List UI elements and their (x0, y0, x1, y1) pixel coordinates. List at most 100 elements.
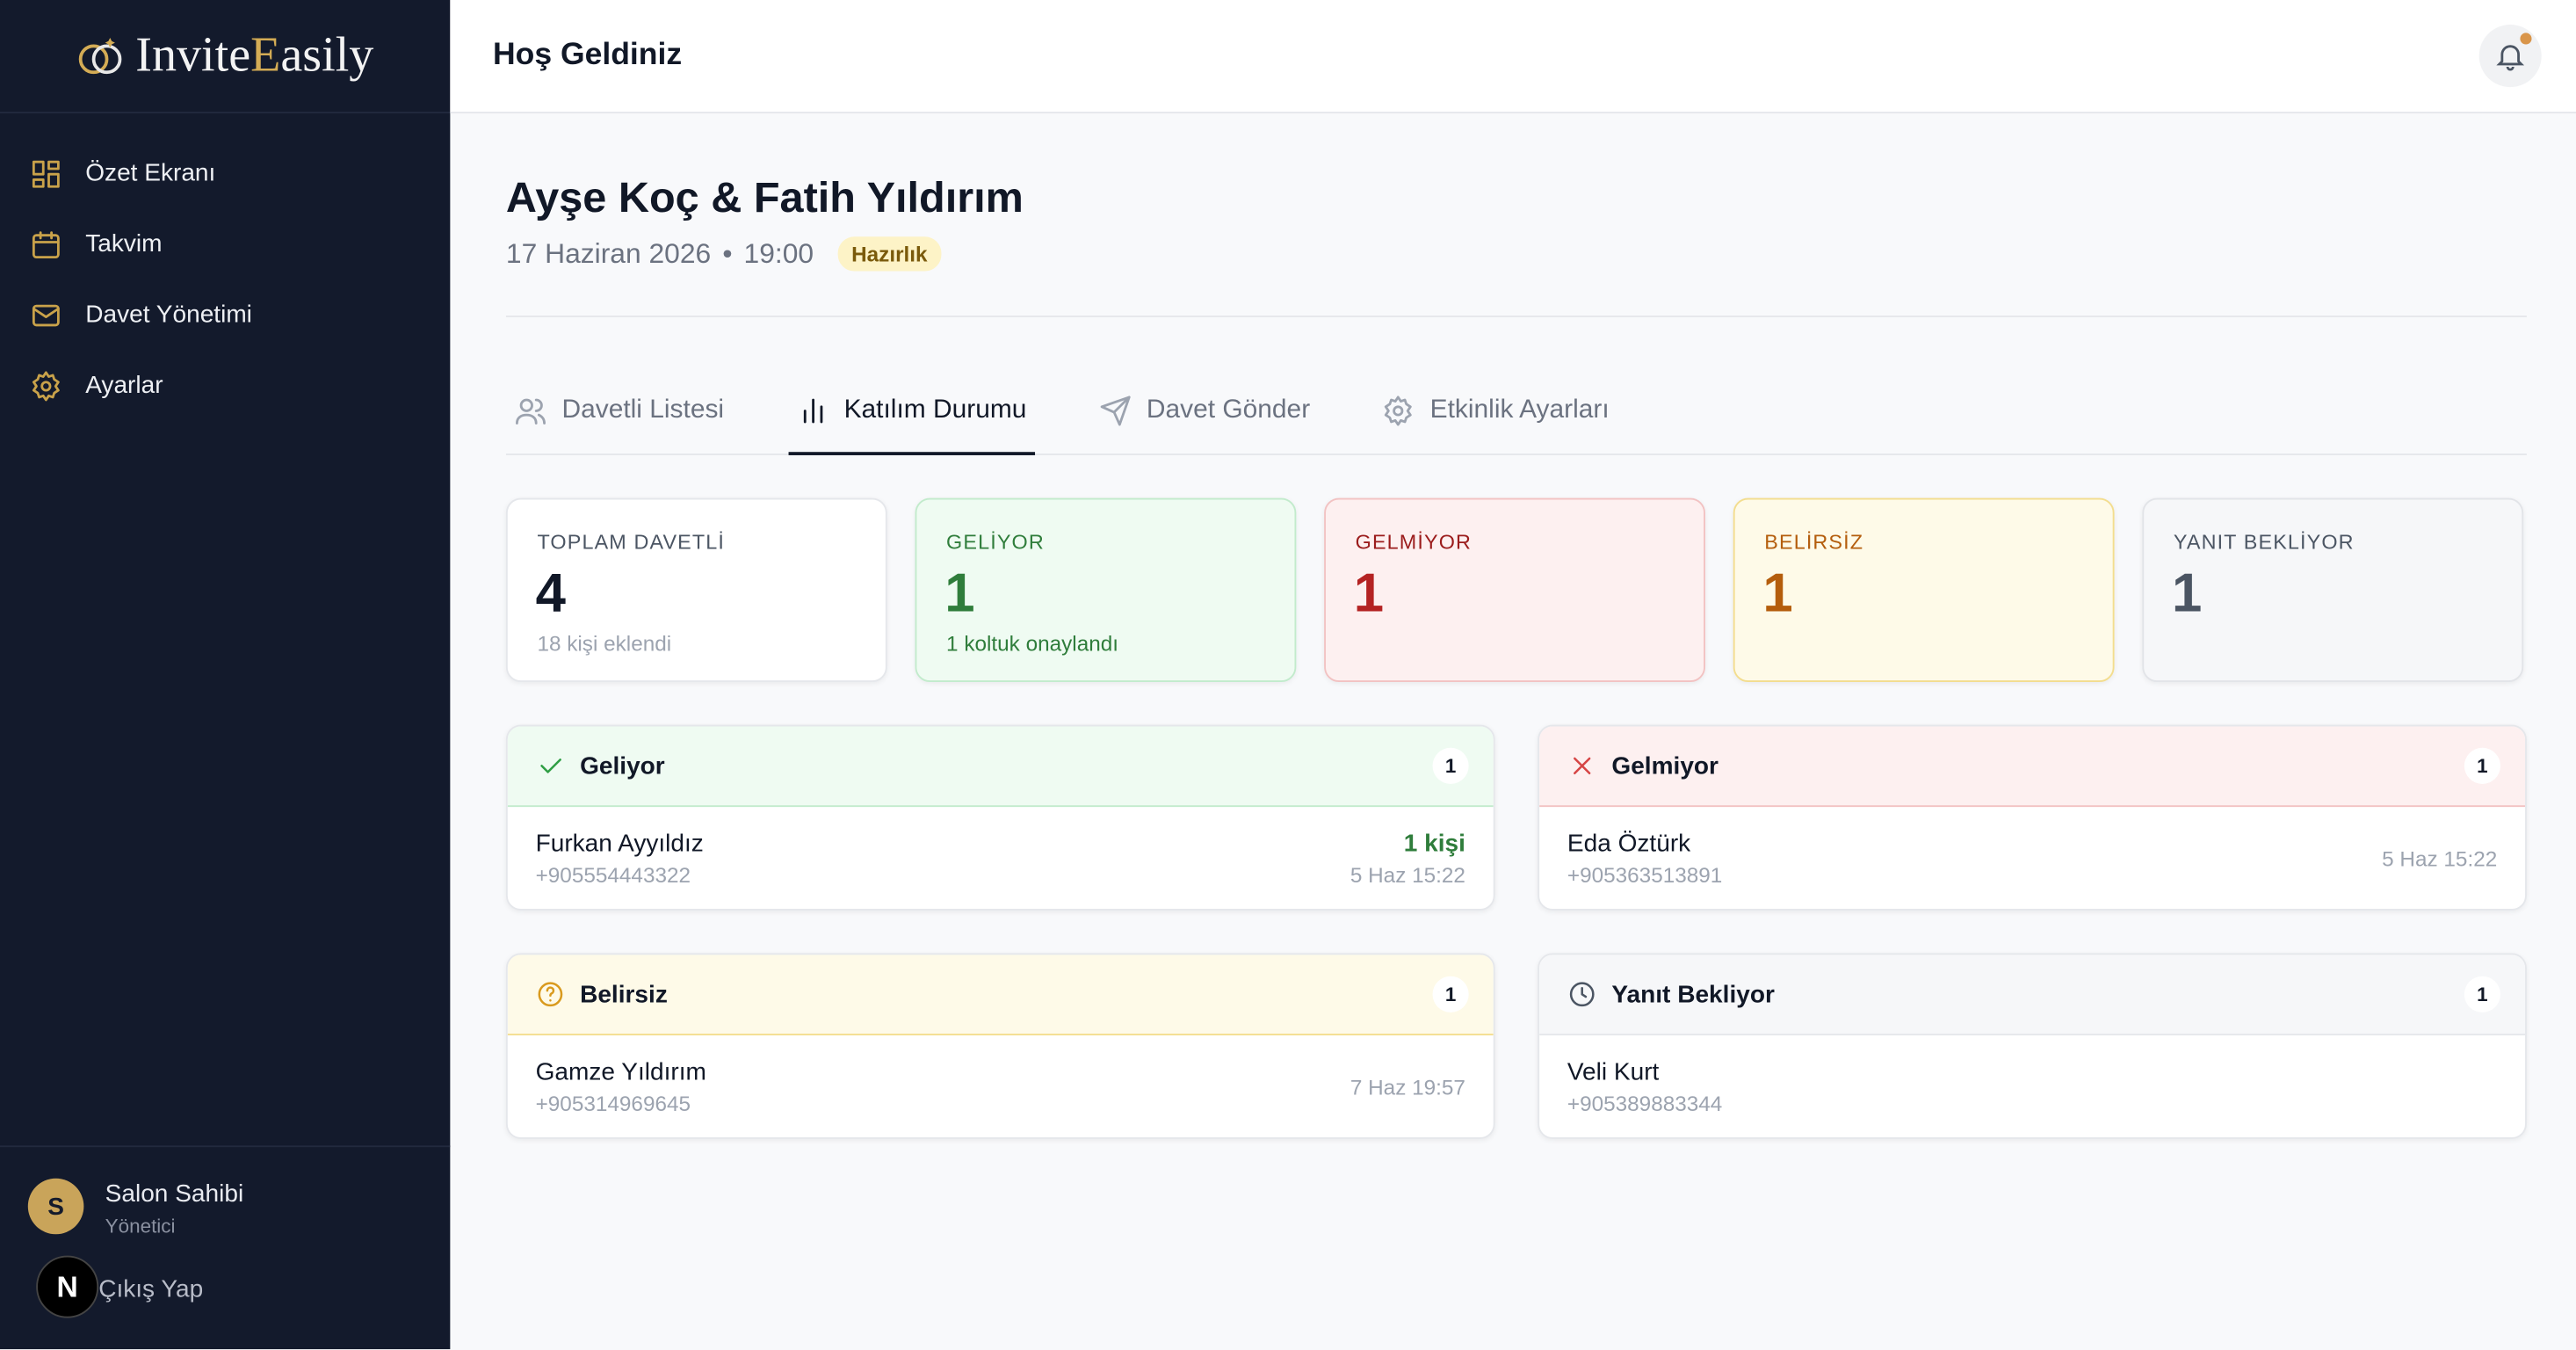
stat-label: BELİRSİZ (1764, 530, 1864, 555)
brand-logo (77, 38, 121, 75)
stat-label: TOPLAM DAVETLİ (537, 530, 726, 555)
icon (1100, 396, 1131, 426)
nav-label: Özet Ekranı (85, 159, 216, 188)
group-panel: Belirsiz 1 Gamze Yıldırım +905314969645 7 Ha… (505, 953, 1495, 1139)
stat-note: 1 koltuk onaylandı (946, 631, 1119, 657)
brand: InviteEasily (0, 0, 451, 114)
tab[interactable]: Davet Gönder (1090, 370, 1318, 455)
guest-row: Furkan Ayyıldız +905554443322 1 kişi 5 Haz … (508, 807, 1494, 909)
nav-item[interactable]: Davet Yönetimi (0, 279, 450, 350)
group-title: Yanıt Bekliyor (1611, 980, 1775, 1009)
group-count: 1 (2464, 747, 2500, 784)
guest-time: 7 Haz 19:57 (1350, 1074, 1465, 1100)
nav-item[interactable]: Takvim (0, 208, 450, 279)
tab[interactable]: Etkinlik Ayarları (1374, 370, 1617, 455)
divider (505, 316, 2527, 317)
guest-phone: +905554443322 (535, 862, 691, 888)
logout[interactable]: Çıkış Yap (98, 1275, 204, 1304)
guest-phone: +905389883344 (1567, 1091, 1723, 1116)
icon (32, 370, 60, 401)
brand-name: InviteEasily (135, 28, 373, 84)
avatar: S (27, 1179, 84, 1236)
stat-label: GELMİYOR (1355, 530, 1473, 555)
group-title: Geliyor (580, 751, 665, 780)
stat-value: 4 (535, 562, 566, 623)
icon (803, 398, 822, 424)
sidebar: InviteEasily Özet Ekranı Takvim Davet Yöne… (0, 0, 451, 1350)
group-count: 1 (1432, 747, 1469, 784)
nav-item[interactable]: Özet Ekranı (0, 138, 450, 208)
status-badge: Hazırlık (838, 236, 941, 272)
separator: • (722, 237, 733, 269)
group-panel: Yanıt Bekliyor 1 Veli Kurt +905389883344 (1538, 953, 2527, 1139)
stat-card: BELİRSİZ 1 (1733, 497, 2115, 683)
group-header: Gelmiyor 1 (1539, 726, 2526, 808)
icon (32, 159, 60, 187)
user-name: Salon Sahibi (105, 1180, 244, 1209)
event-meta: 17 Haziran 2026 • 19:00 Hazırlık (505, 236, 941, 272)
group-count: 1 (1432, 976, 1469, 1012)
icon (1574, 757, 1591, 775)
icon (32, 303, 60, 326)
user-box: S Salon Sahibi Yönetici N Çıkış Yap (0, 1146, 451, 1350)
stat-card: GELMİYOR 1 (1324, 497, 1705, 683)
brand-text: Invite (135, 27, 251, 83)
tab-label: Davetli Listesi (561, 396, 725, 425)
stat-card: TOPLAM DAVETLİ 4 18 kişi eklendi (505, 497, 887, 683)
guest-name: Furkan Ayyıldız (535, 830, 704, 859)
group-header: Belirsiz 1 (507, 954, 1494, 1036)
stat-value: 1 (944, 562, 975, 623)
group-count: 1 (2464, 976, 2500, 1012)
nav-label: Takvim (85, 229, 163, 258)
group-header: Yanıt Bekliyor 1 (1539, 954, 2526, 1036)
event-time: 19:00 (743, 237, 814, 269)
tab-label: Katılım Durumu (843, 396, 1027, 425)
icon (515, 398, 546, 425)
icon (1569, 982, 1595, 1007)
tabs: Davetli Listesi Katılım Durumu Davet Gönde… (505, 370, 2527, 455)
stat-note: 18 kişi eklendi (537, 631, 672, 657)
group-header: Geliyor 1 (507, 726, 1494, 808)
stat-card: YANIT BEKLİYOR 1 (2142, 497, 2524, 683)
group-panel: Gelmiyor 1 Eda Öztürk +905363513891 5 Haz 15… (1538, 724, 2527, 911)
stat-label: YANIT BEKLİYOR (2173, 530, 2355, 555)
icon (1385, 396, 1413, 426)
nav-label: Davet Yönetimi (85, 301, 252, 329)
stat-label: GELİYOR (946, 530, 1045, 555)
guest-time: 5 Haz 15:22 (1350, 862, 1465, 888)
nav: Özet Ekranı Takvim Davet Yönetimi Ayarlar (0, 113, 450, 421)
event-date: 17 Haziran 2026 (505, 237, 712, 269)
user-role: Yönetici (105, 1215, 176, 1238)
icon (540, 758, 561, 773)
bell-icon (2496, 45, 2525, 71)
guest-name: Veli Kurt (1567, 1058, 1660, 1087)
header-title: Hoş Geldiniz (492, 38, 683, 73)
guest-row: Gamze Yıldırım +905314969645 7 Haz 19:57 (508, 1035, 1494, 1137)
stat-value: 1 (1762, 562, 1793, 623)
tab-label: Davet Gönder (1146, 396, 1311, 425)
brand-accent: E (250, 27, 281, 83)
notifications[interactable] (2478, 25, 2542, 88)
icon (538, 982, 563, 1007)
tab-label: Etkinlik Ayarları (1429, 396, 1610, 425)
guest-phone: +905314969645 (535, 1091, 691, 1116)
tab[interactable]: Davetli Listesi (506, 370, 732, 455)
group-title: Gelmiyor (1611, 751, 1719, 780)
nav-item[interactable]: Ayarlar (0, 350, 450, 420)
guest-name: Gamze Yıldırım (535, 1058, 706, 1087)
group-panel: Geliyor 1 Furkan Ayyıldız +905554443322 1 ki… (505, 724, 1495, 911)
groups: Geliyor 1 Furkan Ayyıldız +905554443322 1 ki… (505, 724, 2527, 1139)
guest-time: 5 Haz 15:22 (2382, 846, 2498, 872)
guest-row: Veli Kurt +905389883344 (1539, 1035, 2525, 1137)
tab[interactable]: Katılım Durumu (787, 370, 1035, 455)
badge: N (36, 1256, 99, 1319)
header: Hoş Geldiniz (450, 0, 2576, 114)
guest-name: Eda Öztürk (1567, 830, 1691, 859)
brand-text: asily (280, 27, 374, 83)
stat-value: 1 (1353, 562, 1385, 623)
guest-row: Eda Öztürk +905363513891 5 Haz 15:22 (1539, 807, 2525, 909)
nav-label: Ayarlar (85, 371, 163, 400)
stat-value: 1 (2172, 562, 2203, 623)
